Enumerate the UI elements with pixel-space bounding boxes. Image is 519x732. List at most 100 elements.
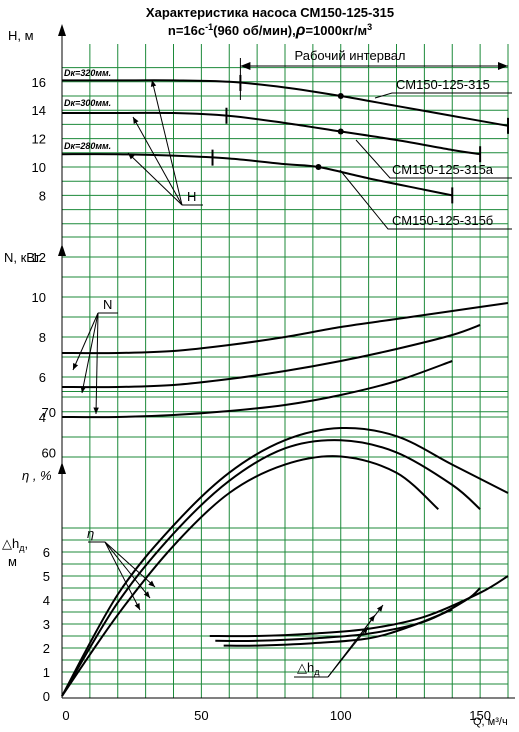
power-curve-2: [61, 324, 481, 389]
head-annotation-arrow-2-head: [133, 117, 139, 124]
title-density-exp: 3: [367, 22, 372, 32]
power-curve-3: [61, 360, 453, 419]
power-annotation-arrow-3: [95, 312, 99, 415]
power-annotation-arrow-2-head: [80, 386, 86, 393]
series-leader-3: [339, 169, 512, 230]
head-tick-label: 14: [32, 103, 46, 118]
power-tick-label: 6: [39, 370, 46, 385]
npsh-annotation-sub: д: [314, 667, 320, 677]
power-curve-1: [61, 302, 509, 355]
npsh-tick-label: 4: [43, 593, 50, 608]
npsh-axis-label-main: △h: [2, 536, 19, 551]
npsh-tick-label: 6: [43, 545, 50, 560]
power-annotation-arrow-2: [81, 312, 99, 394]
duty-point-2: [337, 128, 344, 135]
power-tick-label: 4: [39, 410, 46, 425]
head-curve-2: [62, 111, 481, 156]
working-interval-arrow-right: [498, 62, 508, 70]
head-tick-label: 10: [32, 160, 46, 175]
working-interval-arrow-left: [240, 62, 251, 70]
chart-title-line2: n=16с-1(960 об/мин),ρ=1000кг/м3: [168, 22, 372, 39]
npsh-curve-1: [209, 575, 509, 638]
title-rpm: (960 об/мин),: [213, 23, 296, 38]
annotation-layer: [72, 58, 512, 678]
head-annotation-arrow-1-head: [150, 80, 157, 87]
chart-title-line1: Характеристика насоса СМ150-125-315: [146, 5, 394, 20]
npsh-annotation-arrow-3: [327, 626, 369, 678]
npsh-annotation-main: △h: [297, 660, 314, 675]
head-annotation-arrow-2: [132, 116, 183, 206]
duty-point-1: [337, 93, 344, 99]
efficiency-curve-1: [61, 426, 509, 697]
panel-arrow: [58, 462, 66, 474]
panel-arrow: [58, 244, 66, 256]
efficiency-tick-label: 70: [42, 405, 56, 420]
npsh-axis-label-comma: ,: [25, 536, 29, 551]
power-axis-label: N, кВт: [4, 250, 41, 265]
power-annotation: N: [103, 297, 112, 312]
title-rho: ρ: [295, 22, 306, 39]
title-density: =1000кг/м: [305, 23, 367, 38]
head-annotation: H: [187, 189, 196, 204]
head-annotation-arrow-1: [151, 79, 183, 206]
series-leader-1: [374, 92, 512, 99]
npsh-annotation: △hд: [297, 660, 320, 677]
x-axis-label: Q, м³/ч: [473, 716, 508, 728]
npsh-tick-label: 3: [43, 617, 50, 632]
npsh-annotation-arrow-1-head: [376, 605, 383, 612]
title-speed: n=16с: [168, 23, 205, 38]
head-curve-1: [62, 79, 509, 127]
efficiency-annotation-arrow-3-head: [134, 603, 140, 610]
head-tick-label: 16: [32, 75, 46, 90]
efficiency-axis-label: η , %: [22, 468, 52, 483]
duty-point-3: [315, 164, 322, 170]
power-annotation-arrow-1: [72, 312, 99, 371]
efficiency-annotation-arrow-1: [104, 541, 156, 588]
efficiency-tick-label: 60: [42, 445, 56, 460]
power-annotation-arrow-1-head: [73, 363, 79, 370]
diameter-label-280: Dк=280мм.: [64, 141, 111, 151]
npsh-axis-label: △hд,: [2, 536, 28, 553]
power-tick-label: 8: [39, 330, 46, 345]
series-label-315b: СМ150-125-315б: [392, 213, 493, 228]
head-curve-3: [61, 153, 453, 197]
series-label-315: СМ150-125-315: [396, 77, 490, 92]
head-annotation-arrow-3-head: [128, 153, 135, 160]
npsh-tick-label: 2: [43, 641, 50, 656]
npsh-annotation-arrow-3-head: [361, 627, 368, 634]
x-tick-label: 150: [469, 708, 491, 723]
efficiency-annotation: η: [87, 526, 94, 541]
x-tick-label: 100: [330, 708, 352, 723]
curve-layer: [61, 79, 509, 697]
head-tick-label: 12: [32, 132, 46, 147]
series-leader-2: [355, 139, 512, 179]
npsh-annotation-arrow-2-head: [368, 615, 375, 622]
working-interval-label: Рабочий интервал: [294, 48, 405, 63]
npsh-tick-label: 1: [43, 665, 50, 680]
power-tick-label: 10: [32, 290, 46, 305]
head-tick-label: 8: [39, 188, 46, 203]
npsh-axis-unit: м: [8, 554, 17, 569]
npsh-curve-2: [215, 587, 481, 642]
x-tick-label: 50: [194, 708, 208, 723]
efficiency-annotation-arrow-2-head: [143, 591, 150, 598]
npsh-tick-label: 5: [43, 569, 50, 584]
y-axis-arrow: [58, 24, 66, 36]
power-tick-label: 12: [32, 250, 46, 265]
head-axis-label: H, м: [8, 28, 34, 43]
title-speed-exp: -1: [205, 22, 213, 32]
series-label-315a: СМ150-125-315а: [392, 162, 494, 177]
efficiency-annotation-arrow-3: [104, 541, 141, 611]
x-tick-label: 0: [62, 708, 69, 723]
npsh-tick-label: 0: [43, 689, 50, 704]
head-annotation-arrow-3: [127, 152, 183, 206]
efficiency-annotation-arrow-2: [104, 541, 151, 599]
diameter-label-300: Dк=300мм.: [64, 98, 111, 108]
efficiency-annotation-arrow-1-head: [148, 580, 155, 587]
power-annotation-arrow-3-head: [93, 407, 99, 414]
npsh-curve-3: [223, 608, 453, 647]
npsh-axis-label-sub: д: [19, 543, 25, 553]
efficiency-curve-3: [61, 455, 439, 697]
